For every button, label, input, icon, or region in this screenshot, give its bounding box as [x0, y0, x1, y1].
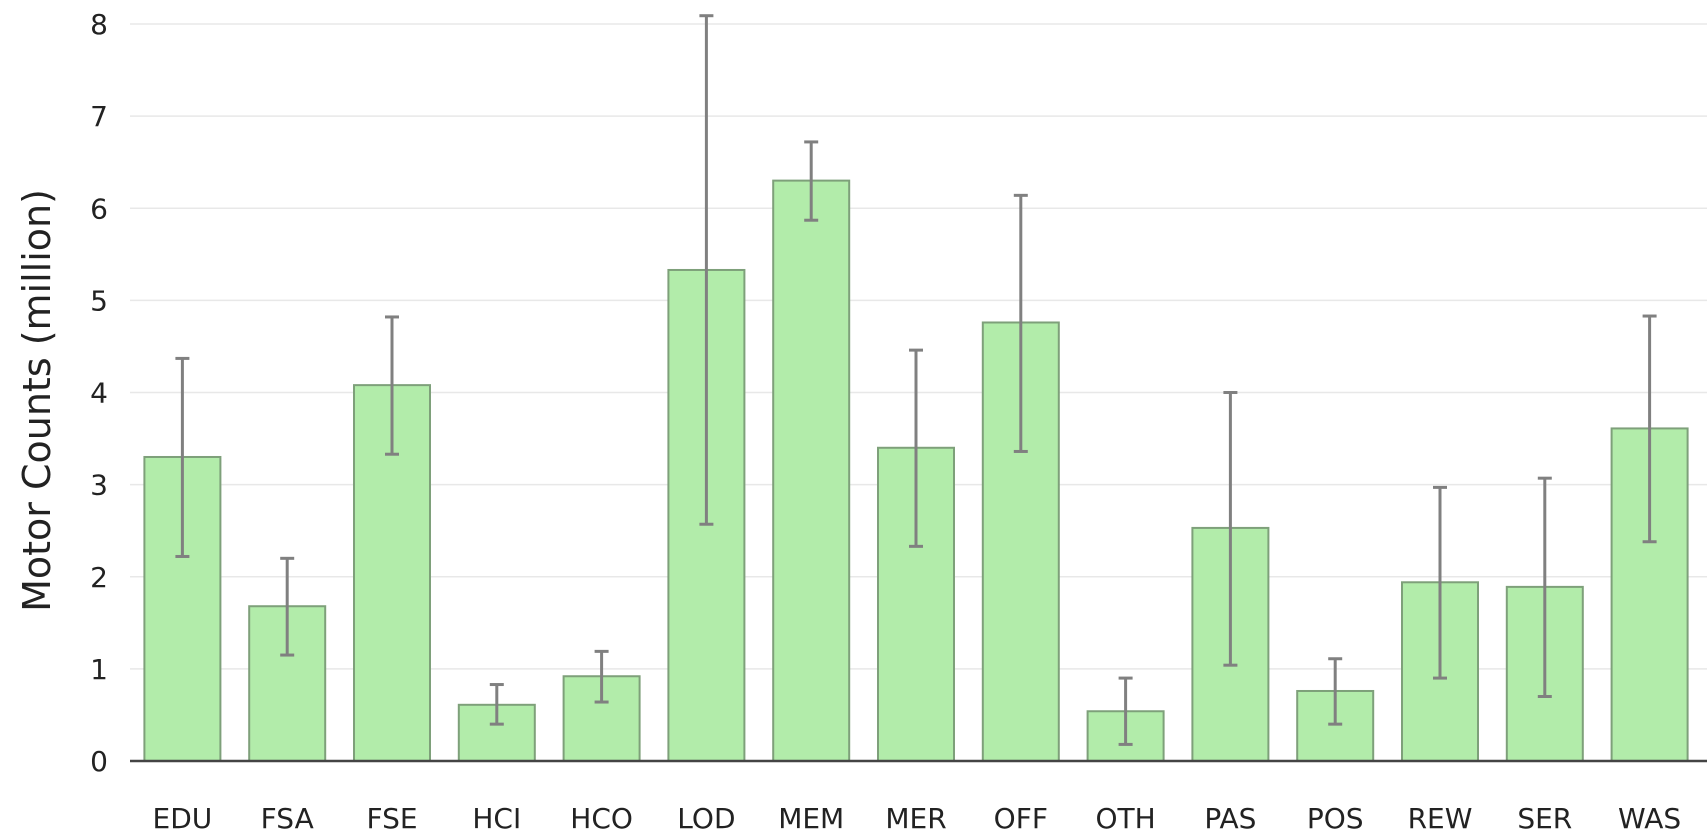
error-bar-fse: [385, 315, 399, 456]
error-bar-hci: [489, 683, 504, 726]
y-tick-label: 8: [90, 8, 108, 41]
x-tick-label: FSA: [261, 802, 314, 835]
error-bar-ser: [1537, 476, 1552, 699]
y-tick-label: 3: [90, 469, 108, 502]
y-tick-labels: 0 1 2 3 4 5 6 7 8: [90, 8, 108, 778]
error-bar-hco: [594, 649, 609, 704]
x-tick-label: HCO: [570, 802, 633, 835]
x-tick-label: POS: [1307, 802, 1364, 835]
x-tick-label: MEM: [778, 802, 844, 835]
error-bar-was: [1642, 314, 1657, 544]
error-bar-rew: [1433, 485, 1447, 680]
x-tick-label: PAS: [1204, 802, 1256, 835]
y-tick-label: 5: [90, 284, 108, 317]
x-tick-label: WAS: [1618, 802, 1681, 835]
error-bar-edu: [175, 356, 190, 558]
x-tick-label: OTH: [1095, 802, 1155, 835]
x-tick-label: OFF: [994, 802, 1048, 835]
x-tick-label: MER: [885, 802, 946, 835]
x-tick-label: REW: [1408, 802, 1473, 835]
y-tick-label: 0: [90, 745, 108, 778]
x-tick-label: LOD: [677, 802, 735, 835]
error-bar-mer: [909, 348, 923, 548]
y-tick-label: 7: [90, 100, 108, 133]
bars: [143, 179, 1689, 763]
error-bar-lod: [699, 14, 714, 526]
bar-mem: [772, 179, 851, 763]
y-axis-title: Motor Counts (million): [15, 189, 59, 612]
error-bar-oth: [1118, 676, 1133, 746]
y-tick-label: 1: [90, 653, 108, 686]
x-tick-labels: EDU FSA FSE HCI HCO LOD MEM MER OFF OTH PAS POS REW S…: [153, 802, 1682, 835]
y-tick-label: 2: [90, 561, 108, 594]
x-tick-label: FSE: [366, 802, 417, 835]
y-tick-label: 4: [90, 377, 108, 410]
error-bar-fsa: [280, 556, 295, 657]
x-tick-label: SER: [1517, 802, 1572, 835]
y-tick-label: 6: [90, 192, 108, 225]
x-tick-label: EDU: [153, 802, 213, 835]
error-bar-mem: [804, 140, 819, 222]
error-bar-pos: [1328, 657, 1343, 726]
error-bars: [175, 14, 1657, 746]
error-bar-off: [1013, 193, 1028, 453]
error-bar-pas: [1223, 391, 1238, 667]
x-tick-label: HCI: [472, 802, 521, 835]
